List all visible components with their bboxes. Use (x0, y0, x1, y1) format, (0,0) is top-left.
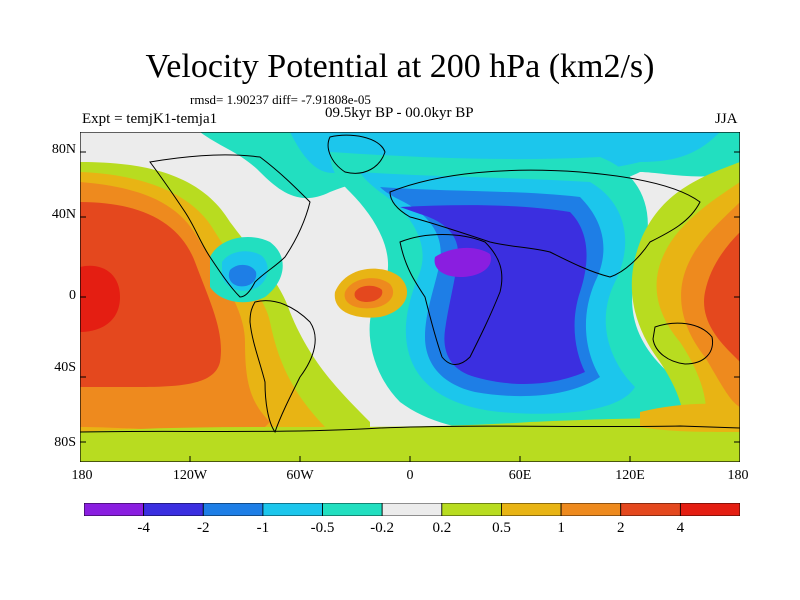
colorbar-label: 2 (616, 520, 625, 536)
colorbar (84, 503, 740, 516)
colorbar-label: -0.2 (370, 520, 395, 536)
lon-tick-label: 120E (615, 468, 645, 483)
colorbar-swatch (560, 503, 622, 516)
colorbar-swatch (322, 503, 383, 516)
lon-tick-label: 180 (727, 468, 749, 483)
season-label: JJA (715, 111, 738, 127)
lat-tick-label: 0 (69, 288, 76, 303)
contour-south-band (80, 403, 740, 462)
contour-atlantic-high (334, 268, 408, 318)
colorbar-label: -4 (137, 520, 150, 536)
colorbar-label: 0.2 (432, 520, 452, 536)
colorbar-label: 1 (557, 520, 565, 536)
lon-tick-label: 60E (508, 468, 532, 483)
colorbar-swatch (262, 503, 323, 516)
experiment-label: Expt = temjK1-temja1 (82, 111, 218, 127)
lon-tick-label: 120W (172, 468, 208, 483)
period-label: 09.5kyr BP - 00.0kyr BP (325, 105, 474, 121)
contour-africa-low (330, 152, 685, 434)
lat-tick-label: 40N (51, 207, 76, 222)
colorbar-label: 0.5 (492, 520, 511, 536)
stats-line: rmsd= 1.90237 diff= -7.91808e-05 (190, 92, 371, 107)
colorbar-label: -2 (197, 520, 210, 536)
axis-ticks (80, 151, 740, 462)
colorbar-label: 4 (676, 520, 685, 536)
coastlines (80, 134, 740, 434)
colorbar-label: -1 (256, 520, 270, 536)
contour-pacific-west (80, 162, 370, 462)
lat-tick-label: 80N (51, 142, 76, 157)
colorbar-swatch (202, 503, 264, 516)
colorbar-swatch (84, 503, 145, 516)
lon-tick-label: 180 (71, 468, 93, 483)
velocity-potential-map (80, 132, 740, 462)
colorbar-swatch (620, 503, 681, 516)
contour-west-pacific (631, 162, 740, 442)
lon-tick-label: 0 (406, 468, 414, 483)
lat-tick-label: 40S (54, 360, 76, 375)
colorbar-swatch (381, 503, 443, 516)
map-title: Velocity Potential at 200 hPa (km2/s) (145, 48, 655, 85)
colorbar-swatch (501, 503, 562, 516)
colorbar-swatch (143, 503, 204, 516)
colorbar-label: -0.5 (310, 520, 335, 536)
colorbar-swatch (679, 503, 740, 516)
lat-tick-label: 80S (54, 435, 76, 450)
lon-tick-label: 60W (286, 468, 314, 483)
colorbar-swatch (441, 503, 502, 516)
